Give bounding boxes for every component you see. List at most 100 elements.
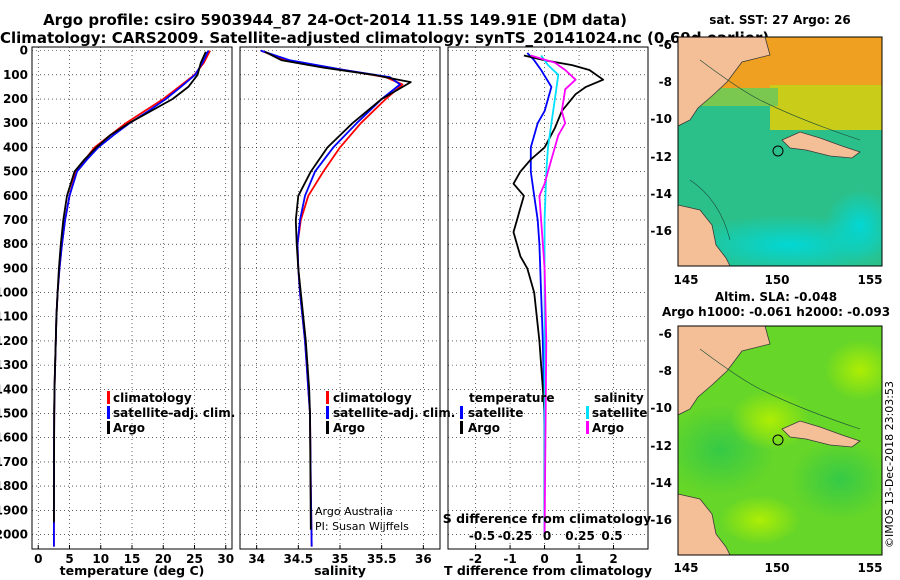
- pressure-tick-label: 900: [3, 261, 28, 275]
- sla-low-patch: [790, 440, 882, 520]
- legend-argo: Argo: [113, 421, 145, 435]
- sla-land-islands: [781, 420, 861, 448]
- x-tick-label: 36: [415, 552, 432, 566]
- sst-y-ticks: -6 -8 -10 -12 -14 -16: [650, 38, 672, 238]
- pressure-tick-label: 700: [3, 213, 28, 227]
- pressure-tick-labels: 0 100 200 300 400 500 600 700 800 900 1000 1100 1200…: [0, 44, 28, 542]
- series-line-argo: [53, 51, 207, 523]
- legend-swatch-satellite: [107, 406, 110, 419]
- pressure-tick-label: 1100: [0, 310, 28, 324]
- sla-map-frame: [677, 325, 883, 556]
- s-tick: -0.25: [498, 529, 533, 543]
- legend-s-satellite: satellite: [592, 406, 647, 420]
- pressure-tick-label: 1300: [0, 358, 28, 372]
- sst-lat-tick: -14: [650, 187, 672, 201]
- legend-t-argo: Argo: [468, 421, 500, 435]
- sst-lat-tick: -10: [650, 112, 672, 126]
- sla-lat-tick: -10: [650, 401, 672, 415]
- sla-map: [678, 326, 882, 555]
- x-tick-label: 20: [155, 552, 172, 566]
- sst-land-australia: [678, 204, 731, 266]
- pressure-tick-label: 1900: [0, 503, 28, 517]
- sla-lat-tick: -14: [650, 476, 672, 490]
- sst-argo-location: [772, 145, 784, 157]
- legend-swatch-s-argo: [586, 421, 589, 434]
- sst-land-islands: [781, 131, 861, 159]
- salinity-x-label: salinity: [314, 563, 366, 578]
- legend-swatch-t-argo: [460, 421, 463, 434]
- legend-swatch-satellite: [326, 406, 329, 419]
- annotation-pi: PI: Susan Wijffels: [315, 520, 409, 533]
- pressure-tick-label: 200: [3, 92, 28, 106]
- pressure-tick-label: 100: [3, 68, 28, 82]
- sla-x-ticks: 145 150 155: [673, 561, 882, 575]
- pressure-tick-label: 1000: [0, 286, 28, 300]
- x-tick-label: 35.5: [367, 552, 397, 566]
- sst-x-ticks: 145 150 155: [673, 273, 882, 287]
- legend-satellite: satellite-adj. clim.: [113, 406, 235, 420]
- pressure-tick-label: 1600: [0, 431, 28, 445]
- sst-lon-tick: 145: [673, 273, 698, 287]
- series-line-climatology: [260, 49, 404, 547]
- sla-lat-tick: -12: [650, 439, 672, 453]
- legend-swatch-argo: [326, 421, 329, 434]
- temperature-x-ticks: 0 5 10 15 20 25 30: [34, 545, 234, 566]
- x-tick-label: 10: [92, 552, 109, 566]
- sst-map: [678, 37, 882, 266]
- sst-lat-tick: -8: [659, 75, 672, 89]
- legend-swatch-climatology: [107, 391, 110, 404]
- sla-high-patch: [730, 390, 810, 450]
- sst-contour: [699, 59, 861, 141]
- salinity-lines: [260, 49, 412, 547]
- x-tick-label: 30: [217, 552, 234, 566]
- pressure-tick-label: 1200: [0, 334, 28, 348]
- x-tick-label: 0: [34, 552, 42, 566]
- sla-lat-tick: -6: [659, 327, 672, 341]
- sla-lat-tick: -8: [659, 364, 672, 378]
- sst-lat-tick: -12: [650, 150, 672, 164]
- s-difference-ticks: -0.5 -0.25 0 0.25 0.5: [469, 529, 623, 543]
- legend-swatch-t-satellite: [460, 406, 463, 419]
- difference-x-ticks: -2 -1 0 1 2: [469, 545, 618, 566]
- sst-land-png: [678, 37, 771, 127]
- pressure-tick-label: 800: [3, 237, 28, 251]
- series-line-climatology: [53, 50, 211, 547]
- series-line-satellite-adj-clim-: [260, 49, 401, 547]
- pressure-tick-label: 600: [3, 189, 28, 203]
- pressure-tick-label: 1500: [0, 407, 28, 421]
- sla-lon-tick: 155: [857, 561, 882, 575]
- legend-s-argo: Argo: [592, 421, 624, 435]
- x-tick-label: 1: [575, 552, 583, 566]
- sla-contour: [699, 348, 861, 430]
- x-tick-label: 5: [65, 552, 73, 566]
- legend-t-satellite: satellite: [468, 406, 523, 420]
- legend-satellite: satellite-adj. clim.: [333, 406, 455, 420]
- s-tick: 0.5: [601, 529, 622, 543]
- series-line-s-argo: [530, 54, 577, 535]
- legend-swatch-argo: [107, 421, 110, 434]
- title-line-1: Argo profile: csiro 5903944_87 24-Oct-20…: [43, 11, 627, 29]
- series-line-argo: [264, 50, 412, 530]
- legend-title-temperature: temperature: [469, 391, 554, 405]
- legend-title-salinity: salinity: [594, 391, 644, 405]
- s-tick: 0.25: [565, 529, 595, 543]
- x-tick-label: 2: [609, 552, 617, 566]
- pressure-tick-label: 400: [3, 140, 28, 154]
- s-difference-label: S difference from climatology: [443, 511, 652, 526]
- sla-high-patch: [825, 340, 882, 400]
- legend-swatch-s-satellite: [586, 406, 589, 419]
- pressure-tick-label: 500: [3, 165, 28, 179]
- sst-map-title: sat. SST: 27 Argo: 26: [709, 13, 851, 27]
- sla-lon-tick: 145: [673, 561, 698, 575]
- sst-mid-band: [770, 85, 882, 130]
- temperature-legend: climatology satellite-adj. clim. Argo: [107, 391, 235, 435]
- x-tick-label: 15: [124, 552, 141, 566]
- salinity-panel-frame: [239, 46, 441, 550]
- temperature-lines: [53, 50, 211, 547]
- sla-high-patch: [720, 495, 800, 545]
- salinity-x-ticks: 34 34.5 35 35.5 36: [248, 545, 432, 566]
- x-tick-label: 0: [540, 552, 548, 566]
- pressure-tick-label: 300: [3, 116, 28, 130]
- legend-swatch-climatology: [326, 391, 329, 404]
